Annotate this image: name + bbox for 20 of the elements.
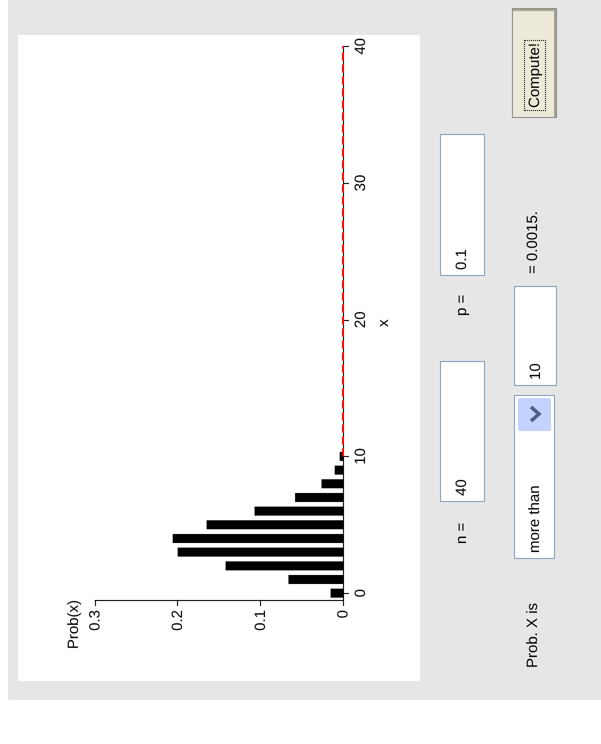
- text-field: 40: [440, 361, 485, 502]
- button: Compute!: [512, 8, 557, 118]
- y-tick-label: 40: [352, 38, 369, 55]
- text: Prob. X is: [523, 602, 542, 668]
- dropdown: more than: [514, 395, 555, 559]
- text: = 0.0015.: [523, 211, 542, 274]
- text-field: 10: [514, 286, 557, 386]
- y-tick-label: 0: [352, 588, 369, 598]
- text-field: 0.1: [440, 134, 485, 276]
- x-tick-label: 0.3: [86, 610, 104, 631]
- text: Prob(x): [65, 600, 82, 650]
- y-tick-label: 10: [352, 448, 369, 465]
- y-tick-label: 30: [352, 174, 369, 192]
- y-tick-label: 20: [352, 311, 369, 328]
- text: n =: [452, 522, 471, 544]
- x-tick-label: 0: [334, 610, 352, 618]
- x-tick-label: 0.1: [252, 610, 269, 631]
- x-tick-label: 0.2: [169, 610, 186, 631]
- text: p =: [452, 294, 471, 316]
- y-axis-title: x: [374, 318, 392, 327]
